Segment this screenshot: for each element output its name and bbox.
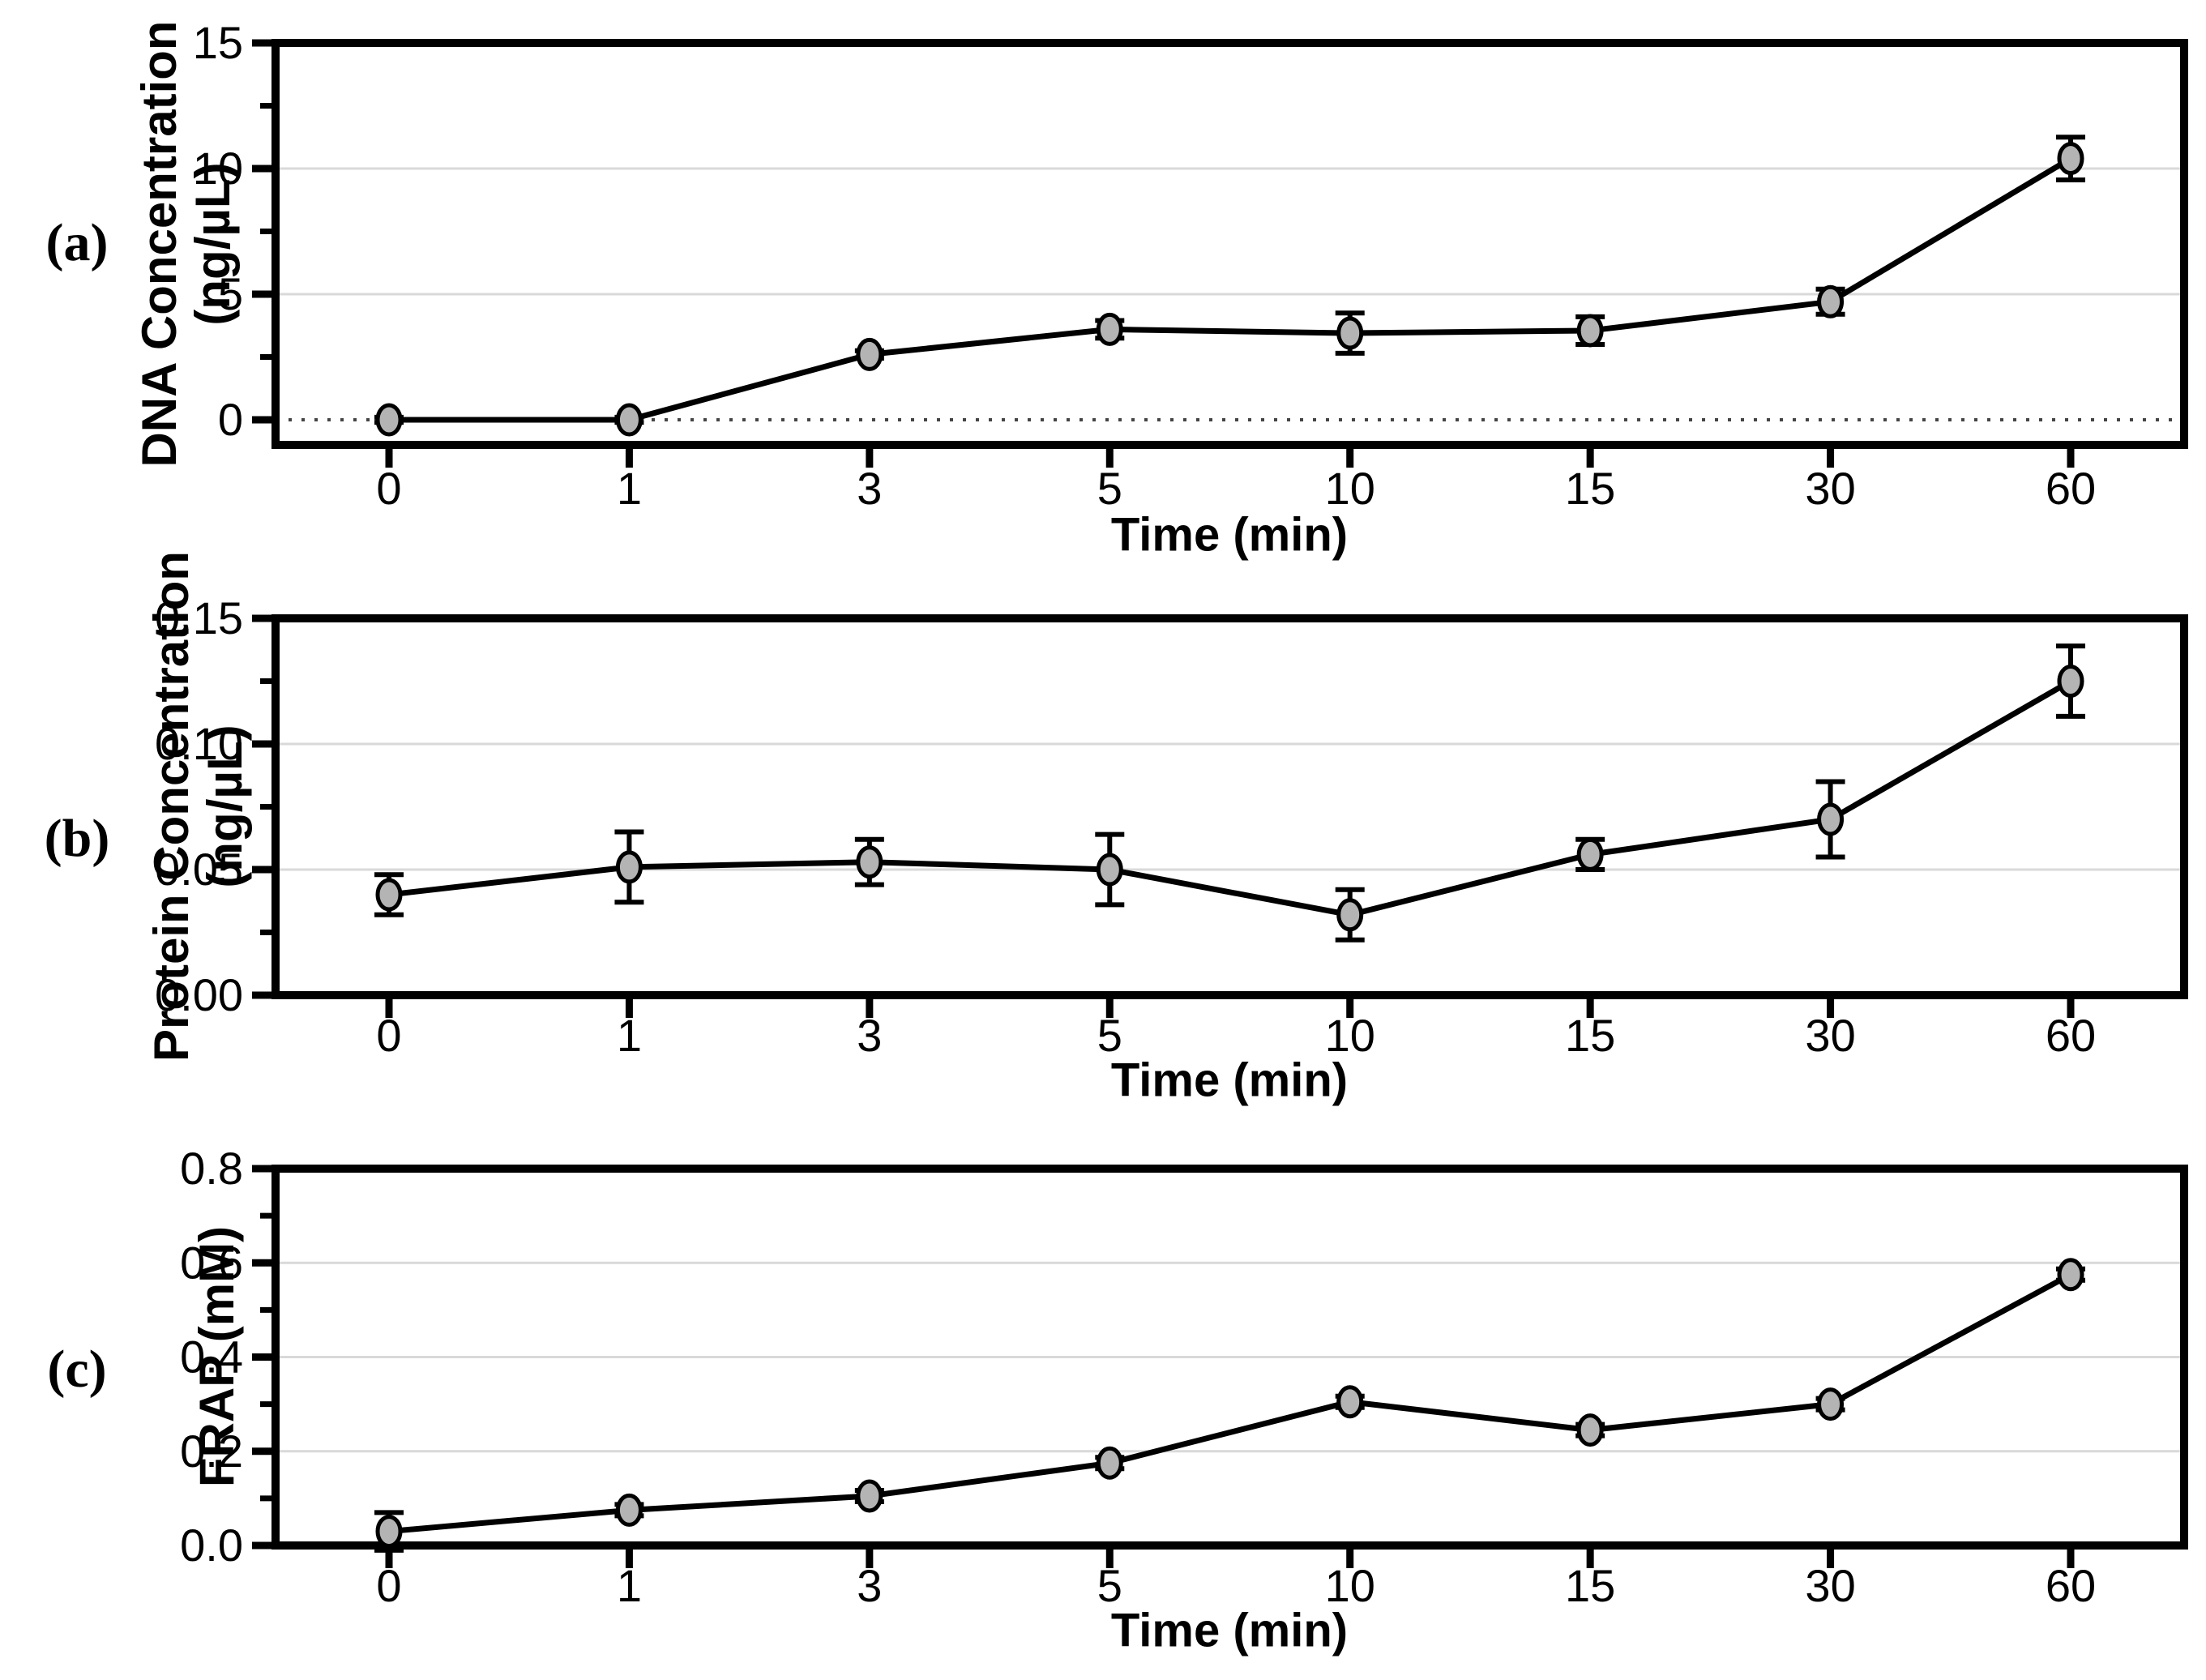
data-point-marker: [615, 1493, 643, 1527]
y-tick-label: 0.0: [180, 1520, 243, 1571]
data-point-marker: [1817, 284, 1845, 318]
x-tick-label: 0: [376, 1560, 401, 1611]
x-tick-label: 3: [857, 1560, 882, 1611]
data-point-marker: [1096, 312, 1123, 346]
y-tick-label: 0.00: [155, 969, 243, 1020]
x-tick-label: 10: [1325, 1010, 1375, 1061]
data-point-marker: [1096, 1446, 1123, 1480]
y-tick-label: 0.8: [180, 1143, 243, 1194]
data-point-marker: [1336, 316, 1364, 350]
x-tick-label: 30: [1805, 463, 1855, 514]
data-point-marker: [1576, 1413, 1604, 1447]
data-point-marker: [1576, 837, 1604, 871]
x-tick-label: 0: [376, 1010, 401, 1061]
x-tick-label: 3: [857, 1010, 882, 1061]
data-point-marker: [856, 337, 883, 371]
plot-frame: [271, 39, 2188, 449]
panel-b-x-axis-title: Time (min): [1110, 1054, 1349, 1107]
y-tick-label: 5: [218, 268, 243, 319]
x-tick-label: 5: [1097, 463, 1122, 514]
x-tick-label: 1: [617, 1010, 642, 1061]
y-tick-label: 0.4: [180, 1332, 243, 1383]
panel-a-y-axis-title: DNA Concentration (ng/µL): [132, 20, 240, 468]
y-tick-label: 0.2: [180, 1426, 243, 1477]
panel-a-letter: (a): [45, 213, 109, 272]
data-point-marker: [2057, 1258, 2084, 1292]
data-point-marker: [375, 1515, 403, 1549]
panel-b-y-axis-title-line1: Protein Concentration: [144, 550, 199, 1062]
panel-c-letter: (c): [47, 1340, 107, 1399]
panel-c-x-axis-title: Time (min): [1110, 1604, 1349, 1657]
y-tick-label: 0.6: [180, 1237, 243, 1288]
x-tick-label: 1: [617, 463, 642, 514]
x-tick-label: 60: [2046, 1560, 2096, 1611]
panel-b-chart: 0.00 0.05 0.10 0.15 0 1 3 5 10 15 30 60: [155, 592, 2188, 1061]
x-tick-label: 60: [2046, 1010, 2096, 1061]
x-tick-label: 10: [1325, 1560, 1375, 1611]
plot-frame: [271, 1165, 2188, 1550]
data-point-marker: [1817, 1387, 1845, 1421]
x-tick-label: 30: [1805, 1560, 1855, 1611]
data-line: [388, 1272, 2072, 1535]
panel-a-chart: 0 5 10 15 0 1 3 5 10 15 30 60: [193, 17, 2188, 514]
data-point-marker: [615, 403, 643, 437]
data-point-marker: [1336, 1385, 1364, 1419]
data-point-marker: [1096, 853, 1123, 887]
x-tick-label: 30: [1805, 1010, 1855, 1061]
data-point-marker: [615, 850, 643, 884]
panel-b-y-axis-title: Protein Concentration (ng/µL): [144, 550, 252, 1062]
y-tick-label: 0.10: [155, 718, 243, 769]
panel-c-y-axis-title-line1: FRAP (mM): [190, 1225, 244, 1488]
y-tick-label: 0: [218, 394, 243, 445]
data-point-marker: [2057, 665, 2084, 698]
data-line: [389, 156, 2072, 423]
data-point-marker: [1817, 802, 1845, 836]
plot-frame: [271, 614, 2188, 999]
x-tick-label: 10: [1325, 463, 1375, 514]
data-point-marker: [1336, 898, 1364, 932]
panel-b-letter: (b): [44, 809, 110, 868]
data-point-marker: [375, 403, 403, 437]
x-tick-label: 60: [2046, 463, 2096, 514]
y-tick-label: 10: [193, 143, 243, 194]
data-point-marker: [375, 878, 403, 912]
x-tick-label: 1: [617, 1560, 642, 1611]
panel-a-x-axis-title: Time (min): [1110, 508, 1349, 562]
panel-b-y-axis-title-line2: (ng/µL): [198, 725, 252, 888]
x-tick-label: 3: [857, 463, 882, 514]
x-tick-label: 15: [1565, 1010, 1615, 1061]
panel-c-y-axis-title: FRAP (mM): [190, 1226, 244, 1487]
x-tick-label: 5: [1097, 1010, 1122, 1061]
x-tick-label: 0: [376, 463, 401, 514]
y-tick-label: 0.05: [155, 844, 243, 895]
data-point-marker: [856, 845, 883, 879]
panel-a-y-axis-title-line1: DNA Concentration: [132, 20, 186, 468]
panel-a-y-axis-title-line2: (ng/µL): [186, 162, 240, 326]
y-tick-label: 0.15: [155, 592, 243, 643]
data-point-marker: [1576, 314, 1604, 348]
data-point-marker: [2057, 142, 2084, 176]
x-tick-label: 5: [1097, 1560, 1122, 1611]
y-tick-label: 15: [193, 17, 243, 68]
data-point-marker: [856, 1479, 883, 1513]
x-tick-label: 15: [1565, 463, 1615, 514]
panel-c-chart: 0.0 0.2 0.4 0.6 0.8 0 1 3 5 10 15 30 60: [180, 1143, 2188, 1611]
data-line: [388, 678, 2072, 918]
x-tick-label: 15: [1565, 1560, 1615, 1611]
